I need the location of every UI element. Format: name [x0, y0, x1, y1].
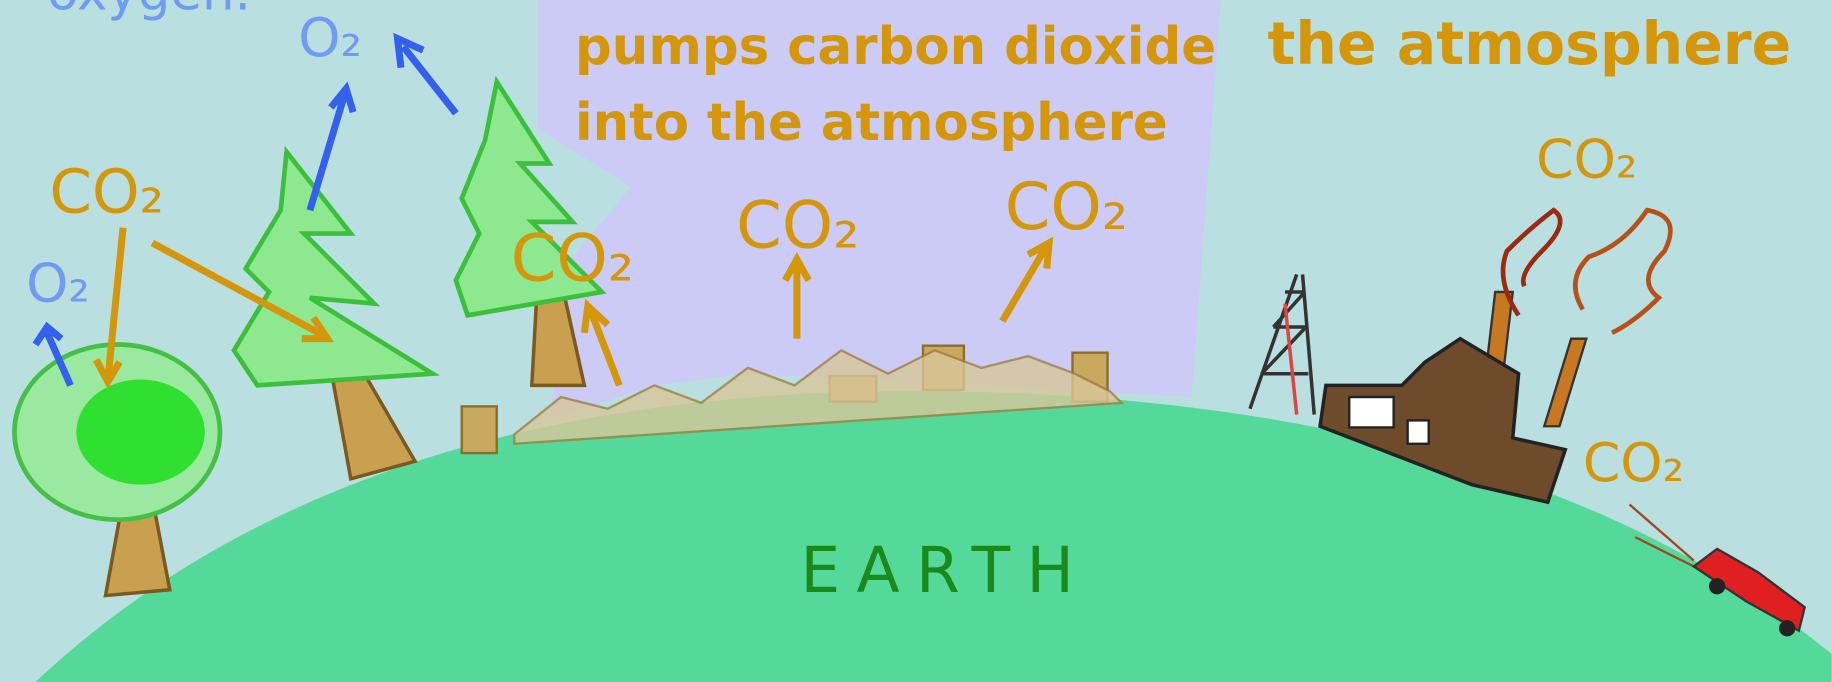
top-right-text: the atmosphere: [1268, 10, 1792, 78]
gas-label: O₂: [298, 6, 362, 69]
gas-label: CO₂: [1536, 128, 1637, 191]
caption-line: pumps carbon dioxide: [575, 17, 1216, 77]
gas-label: CO₂: [736, 188, 859, 264]
gas-label: CO₂: [511, 220, 634, 296]
gas-label: CO₂: [49, 158, 164, 228]
illustration: oxygen. pumps carbon dioxide into the at…: [0, 0, 1832, 682]
gas-label: CO₂: [1005, 169, 1128, 245]
page: oxygen. pumps carbon dioxide into the at…: [0, 0, 1832, 682]
gas-label: CO₂: [1583, 431, 1684, 494]
planet-label: EARTH: [800, 533, 1090, 607]
caption-line: into the atmosphere: [575, 93, 1168, 153]
gas-label: O₂: [26, 251, 90, 314]
top-left-text: oxygen.: [47, 0, 251, 22]
